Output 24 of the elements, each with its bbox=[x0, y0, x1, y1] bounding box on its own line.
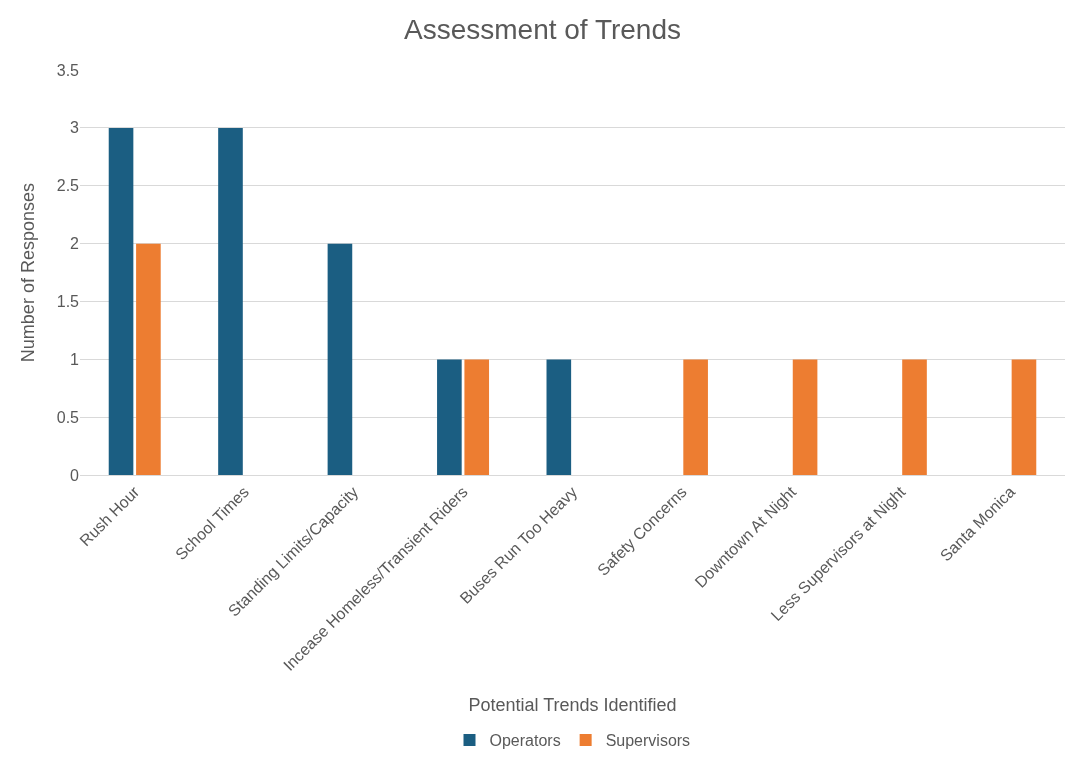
x-axis-title: Potential Trends Identified bbox=[468, 695, 677, 716]
bar bbox=[218, 127, 243, 476]
y-tick-label: 3.5 bbox=[56, 61, 80, 79]
y-tick-label: 1.5 bbox=[56, 293, 80, 311]
legend-label: Supervisors bbox=[605, 732, 691, 750]
y-tick-label: 3 bbox=[70, 119, 80, 137]
bar bbox=[683, 359, 708, 476]
bar bbox=[136, 243, 161, 476]
y-tick-label: 2.5 bbox=[56, 177, 80, 195]
bar bbox=[902, 359, 927, 476]
bar bbox=[108, 127, 134, 476]
chart-title: Assessment of Trends bbox=[403, 13, 682, 45]
bar bbox=[464, 359, 490, 476]
bar bbox=[437, 359, 462, 476]
y-tick-label: 1 bbox=[70, 351, 80, 369]
bar bbox=[792, 359, 818, 476]
bar bbox=[327, 243, 353, 476]
bar bbox=[546, 359, 572, 476]
bar bbox=[1011, 359, 1037, 476]
y-tick-label: 2 bbox=[70, 235, 80, 253]
y-axis-title: Number of Responses bbox=[18, 183, 38, 363]
legend-label: Operators bbox=[489, 732, 561, 750]
y-tick-label: 0.5 bbox=[56, 408, 80, 426]
y-tick-label: 0 bbox=[70, 466, 80, 484]
